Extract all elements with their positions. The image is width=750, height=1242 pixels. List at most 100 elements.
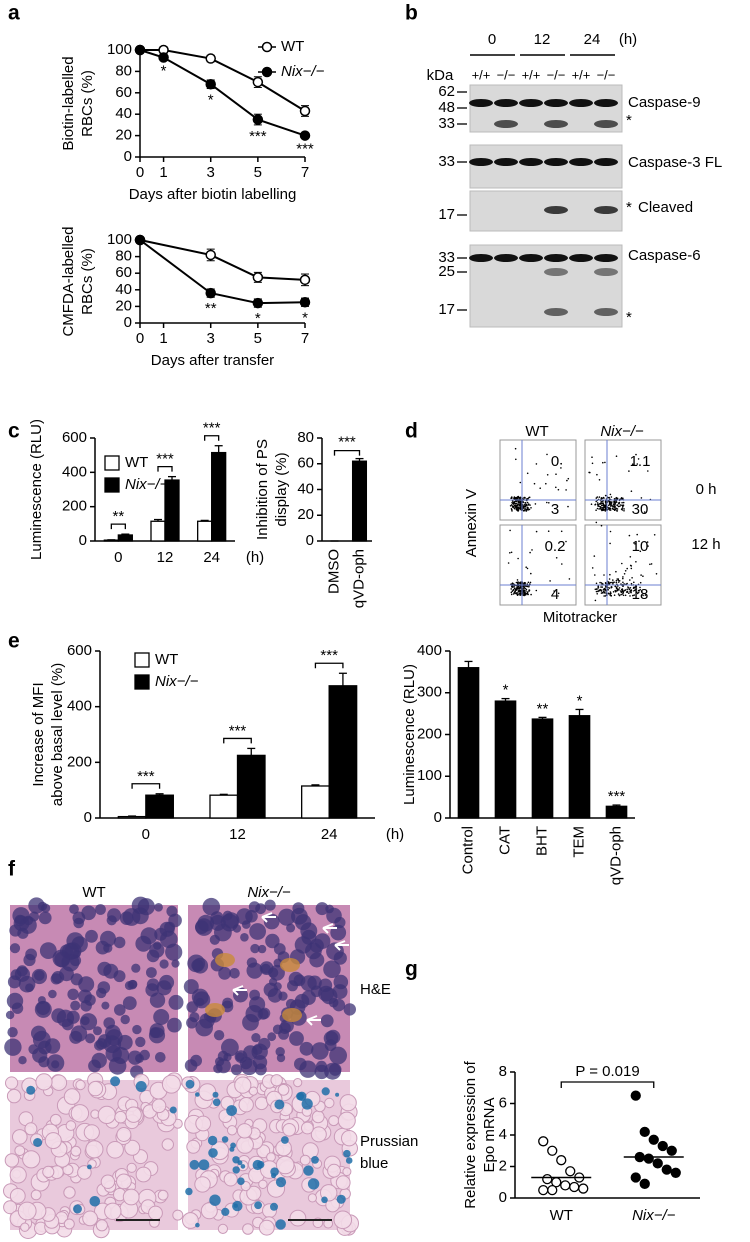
significance: * — [302, 309, 308, 326]
cell — [275, 1155, 295, 1175]
flow-dot — [622, 585, 624, 587]
x-tick-label: 7 — [301, 330, 309, 347]
band — [544, 254, 568, 262]
flow-dot — [600, 586, 602, 588]
cell — [257, 944, 267, 954]
flow-dot — [621, 562, 623, 565]
flow-dot — [621, 591, 623, 593]
flow-dot — [535, 530, 538, 533]
cell — [104, 1202, 122, 1221]
flow-dot — [639, 550, 642, 553]
significance: ** — [537, 700, 549, 717]
cell — [38, 911, 52, 925]
cell — [63, 1218, 75, 1230]
flow-dot — [616, 589, 619, 592]
cell — [5, 1076, 19, 1090]
flow-dot — [603, 591, 606, 594]
bracket — [223, 737, 252, 744]
flow-dot — [546, 453, 548, 456]
flow-dot — [595, 500, 597, 503]
iron-stain — [303, 1165, 314, 1176]
significance: ** — [112, 508, 124, 525]
y-axis-label: Biotin-labelled — [60, 56, 77, 150]
cell — [101, 1001, 110, 1010]
iron-stain — [321, 1196, 328, 1204]
marker-label: 33 — [438, 153, 455, 170]
significance: *** — [249, 128, 267, 145]
y-tick-label: 40 — [115, 281, 132, 298]
flow-dot — [515, 506, 517, 509]
cell — [226, 1125, 238, 1136]
cell — [69, 1030, 83, 1044]
cell — [44, 1132, 62, 1150]
cell — [69, 954, 82, 967]
time-unit: (h) — [619, 31, 637, 48]
cell — [63, 1088, 81, 1105]
flow-dot — [601, 591, 604, 594]
blot-label: Caspase-9 — [628, 94, 701, 111]
flow-dot — [609, 505, 612, 507]
cell — [236, 1136, 254, 1154]
y-axis-label: CMFDA-labelled — [60, 226, 77, 336]
hemosiderin — [282, 1008, 302, 1022]
cell — [81, 905, 96, 921]
panel-label: e — [8, 630, 20, 653]
flow-dot — [633, 581, 635, 584]
cell — [216, 1058, 231, 1074]
cell — [128, 979, 138, 989]
cell — [195, 1115, 212, 1132]
cell — [139, 1049, 150, 1061]
flow-dot — [515, 497, 518, 500]
flow-dot — [596, 473, 598, 476]
cell — [51, 1008, 67, 1024]
cell — [24, 1122, 38, 1136]
data-point — [666, 1145, 677, 1156]
cell — [9, 1188, 26, 1204]
iron-stain — [345, 1157, 353, 1164]
iron-stain — [281, 1136, 289, 1144]
flow-dot — [511, 582, 514, 584]
band — [519, 99, 543, 107]
flow-dot — [608, 504, 610, 507]
cell — [153, 1009, 170, 1025]
flow-dot — [596, 496, 599, 498]
flow-dot — [522, 509, 525, 512]
band — [494, 99, 518, 107]
iron-stain — [275, 1219, 286, 1230]
flow-y-label: Annexin V — [463, 489, 480, 557]
flow-dot — [523, 589, 526, 592]
marker — [252, 114, 264, 125]
flow-dot — [599, 503, 601, 505]
cell — [222, 997, 234, 1009]
flow-dot — [634, 543, 636, 545]
flow-dot — [622, 504, 625, 507]
flow-dot — [610, 594, 612, 597]
flow-dot — [515, 581, 518, 584]
cell — [65, 1120, 77, 1131]
iron-stain — [237, 1177, 245, 1185]
micrograph — [3, 1072, 184, 1240]
cell — [272, 1024, 283, 1035]
flow-dot — [641, 591, 643, 593]
flow-dot — [511, 506, 514, 508]
data-point — [661, 1164, 672, 1175]
flow-dot — [608, 587, 611, 589]
flow-dot — [628, 534, 631, 537]
flow-dot — [615, 508, 617, 510]
cell — [132, 1024, 142, 1035]
cell — [50, 1074, 68, 1091]
iron-stain — [335, 1092, 340, 1097]
flow-dot — [622, 594, 625, 597]
cell — [252, 1045, 263, 1055]
flow-dot — [590, 503, 593, 506]
bar — [605, 805, 628, 819]
flow-dot — [637, 458, 640, 460]
series-line — [139, 239, 306, 305]
x-tick-label: 3 — [207, 164, 215, 181]
flow-dot — [642, 575, 644, 577]
flow-dot — [655, 573, 658, 575]
iron-stain — [209, 1194, 221, 1206]
iron-stain — [198, 1159, 210, 1171]
cell — [3, 1200, 18, 1215]
cell — [70, 1000, 81, 1011]
